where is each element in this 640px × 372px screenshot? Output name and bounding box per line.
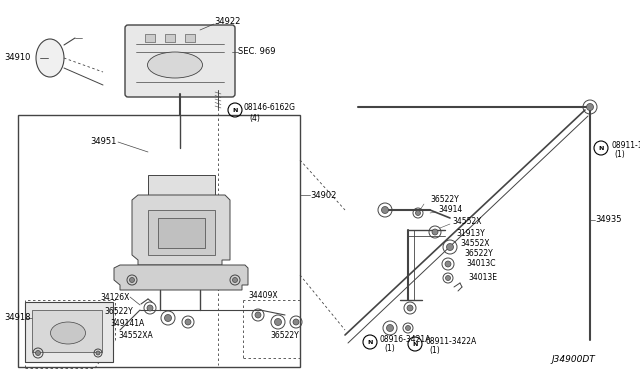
Text: N: N [232,108,237,112]
Text: 34409X: 34409X [248,291,278,299]
Text: (1): (1) [614,151,625,160]
Circle shape [432,229,438,235]
Polygon shape [114,265,248,290]
Text: (4): (4) [249,113,260,122]
Text: 34922: 34922 [214,17,241,26]
FancyBboxPatch shape [125,25,235,97]
Bar [25,302,113,362]
Circle shape [381,206,388,214]
Text: J34900DT: J34900DT [551,356,595,365]
Circle shape [586,103,593,110]
Circle shape [445,276,451,280]
Text: 36522Y: 36522Y [430,196,459,205]
Bar [145,34,155,42]
Polygon shape [158,218,205,248]
Circle shape [35,350,40,356]
Ellipse shape [51,322,86,344]
Circle shape [255,312,261,318]
Circle shape [185,319,191,325]
Text: 34013E: 34013E [468,273,497,282]
Circle shape [447,244,454,250]
Text: 34552XA: 34552XA [118,330,153,340]
Polygon shape [148,210,215,255]
Text: 34552X: 34552X [460,240,490,248]
Circle shape [415,211,420,215]
Text: 34918: 34918 [4,314,31,323]
Ellipse shape [147,52,202,78]
Text: 34914: 34914 [438,205,462,215]
Text: 08911-3422A: 08911-3422A [425,337,476,346]
Bar [185,34,195,42]
Circle shape [387,324,394,331]
Text: 34951: 34951 [90,138,116,147]
Circle shape [96,351,100,355]
Text: 08916-3421A: 08916-3421A [380,334,431,343]
Text: (1): (1) [384,344,395,353]
Polygon shape [132,195,230,265]
Text: 31913Y: 31913Y [456,228,484,237]
Text: 34126X: 34126X [100,292,129,301]
Text: 08911-10816: 08911-10816 [611,141,640,150]
Circle shape [164,314,172,321]
Text: 36522Y: 36522Y [104,307,132,315]
Text: 08146-6162G: 08146-6162G [244,103,296,112]
Circle shape [275,318,282,326]
Bar [165,34,175,42]
Circle shape [129,278,134,282]
Text: SEC. 969: SEC. 969 [238,48,275,57]
Text: 34902: 34902 [310,190,337,199]
Text: (1): (1) [429,346,440,356]
Ellipse shape [36,39,64,77]
Bar [18,115,300,367]
Text: 36522Y: 36522Y [464,250,493,259]
Text: 34013C: 34013C [466,260,495,269]
Text: N: N [598,145,604,151]
Text: 349141A: 349141A [110,318,144,327]
Circle shape [445,261,451,267]
Text: 34552X: 34552X [452,218,481,227]
Text: 34910: 34910 [4,54,30,62]
Polygon shape [148,175,215,200]
Circle shape [232,278,237,282]
Circle shape [293,319,299,325]
Text: N: N [367,340,372,344]
Circle shape [147,305,153,311]
Text: 36522Y: 36522Y [270,330,299,340]
Circle shape [407,305,413,311]
Text: 34935: 34935 [595,215,621,224]
Circle shape [406,326,410,330]
Text: N: N [412,341,418,346]
Bar [32,310,102,352]
